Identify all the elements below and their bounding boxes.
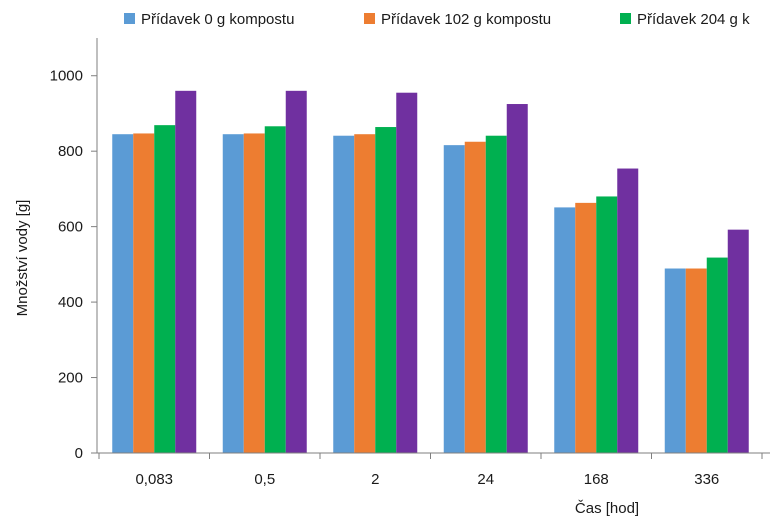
legend-label: Přídavek 204 g k	[637, 11, 750, 28]
legend-label: Přídavek 0 g kompostu	[141, 11, 294, 28]
bar	[617, 168, 639, 453]
y-axis-ticks: 0 200 400 600 800 1000	[50, 68, 97, 462]
bar	[554, 207, 576, 453]
legend-swatch	[620, 13, 631, 24]
bar	[112, 134, 134, 454]
bar	[375, 127, 397, 453]
x-tick-label: 2	[371, 471, 379, 488]
bar	[333, 135, 355, 454]
bar	[264, 126, 286, 454]
x-tick-label: 0,5	[254, 471, 275, 488]
y-tick-label: 600	[58, 219, 83, 236]
y-tick-label: 400	[58, 294, 83, 311]
legend-swatch	[364, 13, 375, 24]
bars	[112, 90, 749, 454]
legend-label: Přídavek 102 g kompostu	[381, 11, 551, 28]
bar	[706, 257, 728, 453]
x-axis-ticks: 0,083 0,5 2 24 168 336	[98, 453, 763, 488]
bar	[464, 141, 486, 453]
y-tick-label: 800	[58, 143, 83, 160]
bar	[285, 90, 307, 454]
legend-swatch	[124, 13, 135, 24]
x-tick-label: 24	[477, 471, 494, 488]
bar	[443, 145, 465, 454]
x-tick-label: 0,083	[135, 471, 173, 488]
bar	[133, 133, 155, 453]
x-axis-label: Čas [hod]	[575, 500, 639, 517]
legend: Přídavek 0 g kompostu Přídavek 102 g komp…	[124, 11, 750, 28]
bar	[485, 135, 507, 454]
bar	[664, 268, 686, 453]
bar	[243, 133, 265, 453]
bar	[506, 104, 528, 453]
x-tick-label: 336	[694, 471, 719, 488]
bar	[685, 268, 707, 453]
x-tick-label: 168	[584, 471, 609, 488]
y-tick-label: 0	[75, 445, 83, 462]
bar	[396, 92, 418, 454]
bar	[354, 134, 376, 454]
y-axis-label: Množství vody [g]	[14, 200, 31, 317]
y-tick-label: 200	[58, 370, 83, 387]
bar	[175, 90, 197, 454]
bar	[154, 125, 176, 454]
bar	[222, 134, 244, 454]
bar	[575, 202, 597, 453]
bar	[596, 196, 618, 454]
y-tick-label: 1000	[50, 68, 83, 85]
bar	[727, 229, 749, 453]
